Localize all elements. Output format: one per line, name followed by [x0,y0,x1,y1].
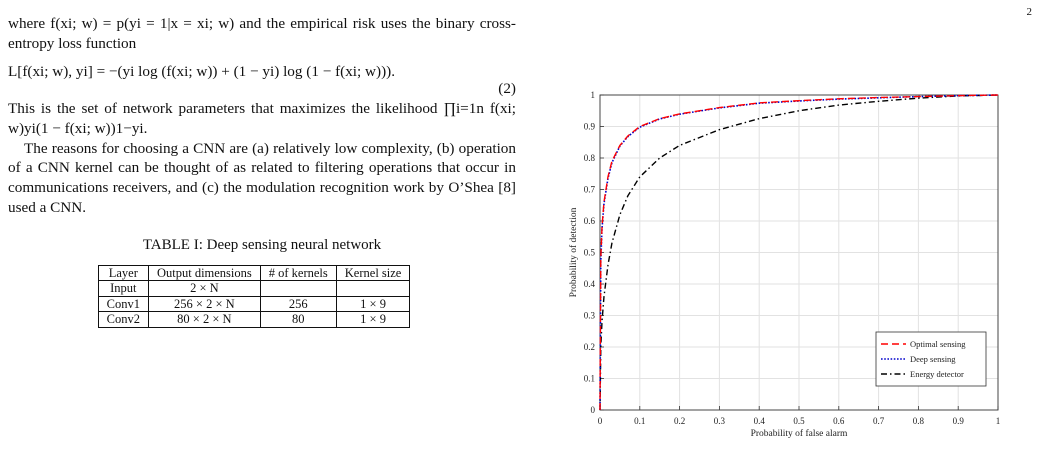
y-tick-label: 0.9 [584,122,596,132]
table-cell: 256 [259,295,337,313]
table-cell: 2 × N [147,280,261,297]
table-header-row: Layer Output dimensions # of kernels Ker… [97,264,411,282]
equation-number: (2) [498,80,516,98]
equation-text: L[f(xi; w), yi] = −(yi log (f(xi; w)) + … [8,62,395,80]
x-tick-label: 0 [598,416,603,426]
legend-label: Deep sensing [910,354,956,364]
table-cell: 80 [259,311,337,328]
x-tick-label: 0.4 [754,416,766,426]
roc-chart-svg: 0 0.1 0.2 0.3 0.4 0.5 0.6 0.7 0.8 0.9 1 0 0.1 0.2 0.3 0… [568,90,1001,439]
y-tick-label: 0.3 [584,311,596,321]
text-column: where f(xi; w) = p(yi = 1|x = xi; w) and… [8,14,516,328]
y-axis-label: Probability of detection [568,207,579,297]
page-number: 2 [1026,6,1033,18]
series-line-energy-detector [599,94,999,411]
table-header-cell: Output dimensions [147,264,261,282]
table-cell: 1 × 9 [335,311,411,328]
equation-2: L[f(xi; w), yi] = −(yi log (f(xi; w)) + … [8,62,516,82]
plot-frame [599,94,999,411]
table-row: Conv1 256 × 2 × N 256 1 × 9 [97,295,411,313]
x-tick-label: 0.6 [833,416,845,426]
table-caption: TABLE I: Deep sensing neural network [142,236,382,253]
table-cell [259,280,337,297]
x-axis-label: Probability of false alarm [751,428,848,439]
legend-label: Energy detector [910,369,964,379]
legend-label: Optimal sensing [910,339,966,349]
y-tick-label: 0.6 [584,216,596,226]
x-tick-label: 0.7 [873,416,885,426]
paragraph-3: The reasons for choosing a CNN are (a) r… [8,139,516,216]
y-tick-label: 0.1 [584,374,595,384]
x-tick-label: 0.9 [953,416,965,426]
table-row: Input 2 × N [97,280,411,297]
table-row: Conv2 80 × 2 × N 80 1 × 9 [97,311,411,328]
roc-chart: 0 0.1 0.2 0.3 0.4 0.5 0.6 0.7 0.8 0.9 1 0 0.1 0.2 0.3 0… [560,82,1010,452]
table-cell: 1 × 9 [335,295,411,313]
table-cell [335,280,411,297]
table-cell: Conv2 [97,311,149,328]
paragraph-1: where f(xi; w) = p(yi = 1|x = xi; w) and… [8,15,516,52]
table-header-cell: # of kernels [259,264,337,282]
x-tick-label: 0.8 [913,416,925,426]
y-tick-label: 0.5 [584,248,596,258]
y-tick-label: 0.8 [584,153,596,163]
y-tick-label: 0.7 [584,185,596,195]
table-cell: Conv1 [97,295,149,313]
table-cell: 80 × 2 × N [147,311,261,328]
y-tick-label: 0 [591,405,596,415]
x-tick-label: 0.3 [714,416,726,426]
y-tick-label: 0.2 [584,342,595,352]
table-cell: Input [97,280,149,297]
paragraph-2: This is the set of network parameters th… [8,100,516,137]
x-tick-label: 0.2 [674,416,685,426]
x-tick-label: 0.1 [634,416,645,426]
y-tick-label: 1 [591,90,596,100]
y-tick-label: 0.4 [584,279,596,289]
network-table: Layer Output dimensions # of kernels Ker… [97,264,411,328]
table-cell: 256 × 2 × N [147,295,261,313]
x-tick-label: 1 [996,416,1001,426]
table-header-cell: Kernel size [335,264,411,282]
table-header-cell: Layer [97,264,149,282]
x-tick-label: 0.5 [793,416,805,426]
